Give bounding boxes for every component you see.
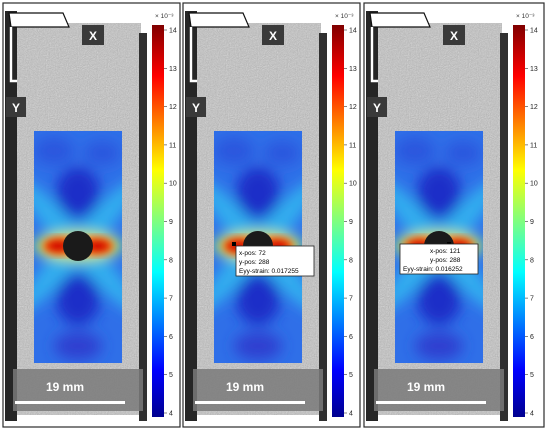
datatip-line-3: Eyy-strain: 0.017255	[239, 268, 299, 275]
datatip[interactable]: x-pos: 72 y-pos: 288 Eyy-strain: 0.01725…	[235, 245, 315, 277]
colorbar-tick-label: 7	[169, 296, 173, 303]
datatip[interactable]: x-pos: 121 y-pos: 288 Eyy-strain: 0.0162…	[399, 243, 479, 275]
x-label-box	[262, 25, 284, 45]
datatip-line-2: y-pos: 288	[430, 257, 461, 264]
y-label: Y	[12, 101, 20, 115]
colorbar-tick-label: 11	[349, 142, 356, 149]
colorbar-tick-label: 12	[530, 104, 538, 111]
colorbar-tick-label: 7	[349, 296, 353, 303]
scale-bar-label: 19 mm	[407, 380, 445, 394]
datatip-line-3: Eyy-strain: 0.016252	[403, 266, 463, 273]
colorbar-tick-label: 5	[349, 372, 353, 379]
colorbar-tick-label: 12	[349, 104, 357, 111]
scale-bar	[376, 401, 486, 404]
colorbar-tick-label: 9	[169, 219, 173, 226]
colorbar-tick-label: 8	[530, 257, 534, 264]
panel-3: X Y x-pos: 121 y-pos: 288 Eyy-strain: 0.…	[363, 2, 545, 428]
colorbar	[513, 25, 525, 417]
colorbar-tick-label: 13	[530, 66, 538, 73]
colorbar-tick-label: 8	[349, 257, 353, 264]
colorbar-tick-label: 9	[530, 219, 534, 226]
colorbar-tick-label: 6	[530, 334, 534, 341]
datatip-marker	[232, 242, 236, 246]
x-label: X	[269, 29, 277, 43]
colorbar-tick-label: 13	[349, 66, 357, 73]
colorbar-tick-label: 10	[530, 181, 538, 188]
colorbar-exponent: × 10⁻³	[335, 13, 354, 20]
datatip-line-1: x-pos: 72	[239, 250, 266, 257]
colorbar-tick-label: 14	[530, 28, 538, 35]
y-label-box	[367, 97, 387, 117]
y-label: Y	[192, 101, 200, 115]
y-label-box	[186, 97, 206, 117]
scale-bar	[15, 401, 125, 404]
colorbar-tick-label: 14	[349, 28, 357, 35]
x-label: X	[450, 29, 458, 43]
colorbar-tick-label: 14	[169, 28, 177, 35]
colorbar-exponent: × 10⁻³	[155, 13, 174, 20]
colorbar-tick-label: 7	[530, 296, 534, 303]
colorbar-tick-label: 6	[349, 334, 353, 341]
colorbar-tick-label: 9	[349, 219, 353, 226]
y-label: Y	[373, 101, 381, 115]
colorbar	[332, 25, 344, 417]
x-label-box	[443, 25, 465, 45]
y-label-box	[6, 97, 26, 117]
colorbar-tick-label: 5	[169, 372, 173, 379]
x-label-box	[82, 25, 104, 45]
colorbar-tick-label: 10	[349, 181, 357, 188]
panel-1: X Y 19 mm × 10⁻³ 14 13 12 11 10 9 8 7 6 5 4	[2, 2, 181, 428]
scale-bar-label: 19 mm	[226, 380, 264, 394]
panel-2: X Y x-pos: 72 y-pos: 288 Eyy-strain: 0.0…	[182, 2, 361, 428]
colorbar-tick-label: 4	[530, 411, 534, 418]
colorbar-tick-label: 8	[169, 257, 173, 264]
datatip-line-1: x-pos: 121	[430, 248, 461, 255]
colorbar-tick-label: 4	[169, 411, 173, 418]
x-label: X	[89, 29, 97, 43]
colorbar-tick-label: 10	[169, 181, 177, 188]
colorbar-tick-label: 4	[349, 411, 353, 418]
colorbar-tick-label: 12	[169, 104, 177, 111]
scale-bar-label: 19 mm	[46, 380, 84, 394]
colorbar-exponent: × 10⁻³	[516, 13, 535, 20]
colorbar-tick-label: 11	[530, 142, 537, 149]
datatip-line-2: y-pos: 288	[239, 259, 270, 266]
colorbar-tick-label: 6	[169, 334, 173, 341]
colorbar-tick-label: 13	[169, 66, 177, 73]
scale-bar	[195, 401, 305, 404]
colorbar	[152, 25, 164, 417]
colorbar-tick-label: 11	[169, 142, 176, 149]
colorbar-tick-label: 5	[530, 372, 534, 379]
